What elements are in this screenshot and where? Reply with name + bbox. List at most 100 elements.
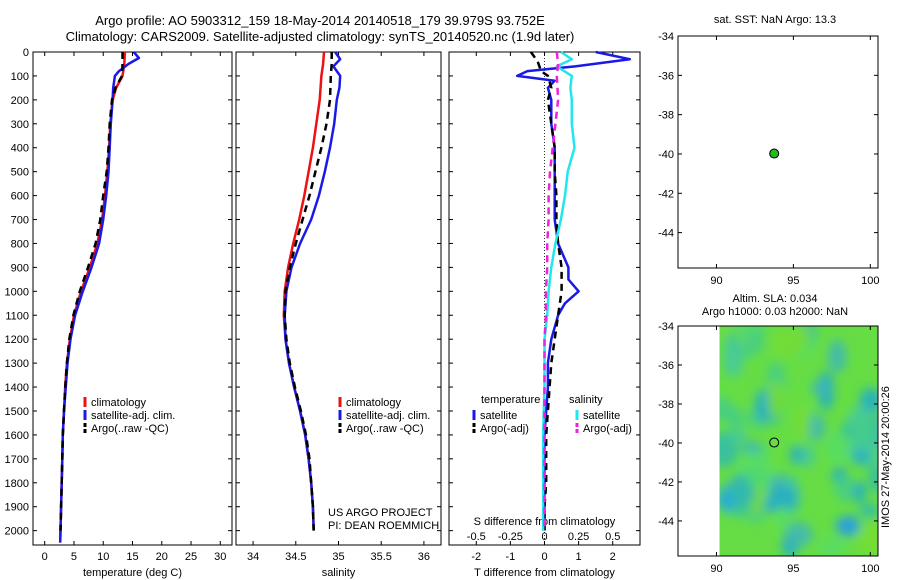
map-x-tick-label: 95: [787, 563, 799, 575]
y-tick-label: 900: [11, 262, 29, 274]
heatmap-cell: [766, 485, 797, 512]
x-tick-label: 30: [214, 551, 226, 563]
heatmap-cell: [741, 441, 762, 454]
y-tick-label: 1900: [5, 502, 29, 514]
map-x-tick-label: 100: [861, 275, 879, 287]
heatmap-cell: [795, 404, 811, 442]
heatmap-cell: [725, 429, 748, 443]
salinity-diff-tick-label: 0.25: [568, 531, 589, 543]
salinity-diff-tick-label: -0.25: [498, 531, 523, 543]
heatmap-cell: [836, 516, 860, 536]
temperature-legend-entry: Argo(..raw -QC): [91, 423, 169, 435]
map-y-tick-label: -34: [658, 321, 674, 333]
series-line-salinity-argo-adj-: [543, 51, 560, 531]
x-tick-label: 2: [610, 551, 616, 563]
x-tick-label: -1: [506, 551, 516, 563]
y-tick-label: 800: [11, 238, 29, 250]
sla-heatmap: [719, 326, 878, 556]
x-tick-label: 1: [576, 551, 582, 563]
project-label: US ARGO PROJECT: [328, 507, 433, 519]
y-tick-label: 400: [11, 143, 29, 155]
x-tick-label: 5: [71, 551, 77, 563]
x-tick-label: 20: [156, 551, 168, 563]
y-tick-label: 1000: [5, 286, 29, 298]
y-tick-label: 2000: [5, 526, 29, 538]
argo-float-marker-sla: [769, 437, 780, 448]
heatmap-cell: [824, 432, 850, 462]
x-tick-label: -2: [471, 551, 481, 563]
map-y-tick-label: -40: [658, 438, 674, 450]
heatmap-cell: [852, 480, 866, 504]
temperature-legend-entry: satellite-adj. clim.: [91, 410, 175, 422]
heatmap-cell: [856, 522, 878, 556]
x-tick-label: 34: [247, 551, 259, 563]
y-tick-label: 1100: [5, 310, 29, 322]
salinity-diff-tick-label: 0: [541, 531, 547, 543]
y-tick-label: 200: [11, 95, 29, 107]
y-tick-label: 500: [11, 167, 29, 179]
heatmap-cell: [784, 522, 813, 547]
series-line-satellite-adj-clim-: [58, 51, 141, 543]
y-tick-label: 1700: [5, 454, 29, 466]
map-y-tick-label: -42: [658, 477, 674, 489]
map-x-tick-label: 90: [710, 275, 722, 287]
x-tick-label: 35: [332, 551, 344, 563]
map-y-tick-label: -36: [658, 360, 674, 372]
heatmap-blobs: [719, 326, 878, 556]
heatmap-cell: [818, 536, 846, 556]
y-tick-label: 1200: [5, 334, 29, 346]
diff-legend-salinity-argo: Argo(-adj): [583, 423, 632, 435]
y-tick-label: 300: [11, 119, 29, 131]
y-tick-label: 1300: [5, 358, 29, 370]
heatmap-cell: [849, 417, 878, 442]
map-y-tick-label: -42: [658, 188, 674, 200]
map-y-tick-label: -34: [658, 31, 674, 43]
heatmap-cell: [732, 326, 760, 334]
y-tick-label: 700: [11, 215, 29, 227]
series-line-climatology: [282, 51, 326, 531]
salinity-plot-frame: [235, 51, 442, 546]
x-tick-label: 0: [541, 551, 547, 563]
salinity-diff-tick-label: -0.5: [467, 531, 486, 543]
salinity-diff-tick-label: 0.5: [605, 531, 620, 543]
series-line-argo-raw-qc-: [59, 52, 124, 531]
x-tick-label: 25: [185, 551, 197, 563]
map-x-tick-label: 90: [710, 563, 722, 575]
diff-legend-salinity-satellite: satellite: [583, 410, 620, 422]
temperature-diff-axis-label: T difference from climatology: [474, 567, 615, 579]
salinity-legend-entry: satellite-adj. clim.: [346, 410, 430, 422]
x-tick-label: 34.5: [285, 551, 306, 563]
map-y-tick-label: -38: [658, 110, 674, 122]
map-y-tick-label: -44: [658, 516, 674, 528]
y-tick-label: 1400: [5, 382, 29, 394]
y-tick-label: 600: [11, 191, 29, 203]
heatmap-cell: [727, 473, 754, 513]
heatmap-cell: [790, 326, 812, 343]
heatmap-cell: [727, 407, 745, 431]
map-y-tick-label: -40: [658, 149, 674, 161]
heatmap-cell: [800, 444, 816, 468]
map-y-tick-label: -36: [658, 70, 674, 82]
heatmap-cell: [835, 474, 855, 503]
temperature-axis-label: temperature (deg C): [83, 567, 182, 579]
heatmap-cell: [719, 491, 734, 511]
temperature-legend-entry: climatology: [91, 397, 147, 409]
map-x-tick-label: 100: [861, 563, 879, 575]
sla-map-title-2: Argo h1000: 0.03 h2000: NaN: [701, 306, 849, 318]
series-line-temperature-satellite: [515, 50, 632, 531]
series-line-salinity-satellite: [541, 50, 576, 531]
heatmap-cell: [868, 462, 878, 494]
sla-map-frame: [677, 325, 879, 557]
heatmap-cell: [810, 380, 832, 395]
series-line-argo-raw-qc-: [283, 52, 333, 531]
pi-label: PI: DEAN ROEMMICH: [328, 520, 440, 532]
map-y-tick-label: -44: [658, 228, 674, 240]
y-tick-label: 100: [11, 71, 29, 83]
x-tick-label: 10: [97, 551, 109, 563]
x-tick-label: 36: [418, 551, 430, 563]
series-line-satellite-adj-clim-: [283, 51, 342, 531]
heatmap-cell: [747, 510, 764, 524]
diff-legend-temperature-satellite: satellite: [480, 410, 517, 422]
y-tick-label: 1600: [5, 430, 29, 442]
